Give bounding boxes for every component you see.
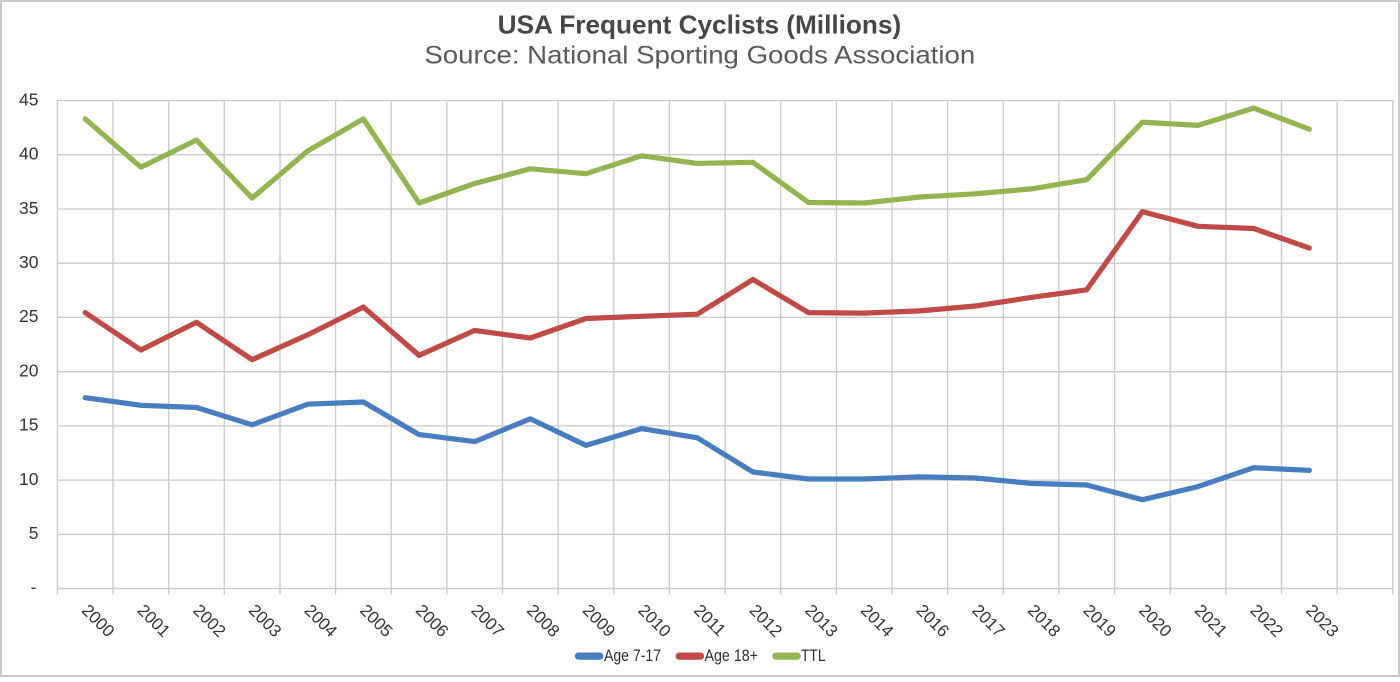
svg-text:25: 25 bbox=[19, 306, 38, 326]
svg-text:10: 10 bbox=[19, 469, 39, 489]
svg-text:5: 5 bbox=[29, 523, 39, 543]
svg-text:USA Frequent Cyclists (Million: USA Frequent Cyclists (Millions) bbox=[498, 10, 902, 40]
svg-text:-: - bbox=[31, 577, 37, 597]
svg-text:Age 18+: Age 18+ bbox=[705, 646, 759, 665]
svg-text:TTL: TTL bbox=[801, 646, 826, 665]
svg-text:Source: National Sporting Good: Source: National Sporting Goods Associat… bbox=[424, 42, 975, 70]
svg-text:45: 45 bbox=[19, 89, 38, 109]
svg-text:35: 35 bbox=[19, 198, 38, 218]
svg-text:15: 15 bbox=[19, 415, 38, 435]
svg-text:40: 40 bbox=[19, 144, 39, 164]
svg-text:30: 30 bbox=[19, 252, 39, 272]
svg-text:20: 20 bbox=[19, 361, 39, 381]
svg-text:Age 7-17: Age 7-17 bbox=[604, 646, 661, 665]
